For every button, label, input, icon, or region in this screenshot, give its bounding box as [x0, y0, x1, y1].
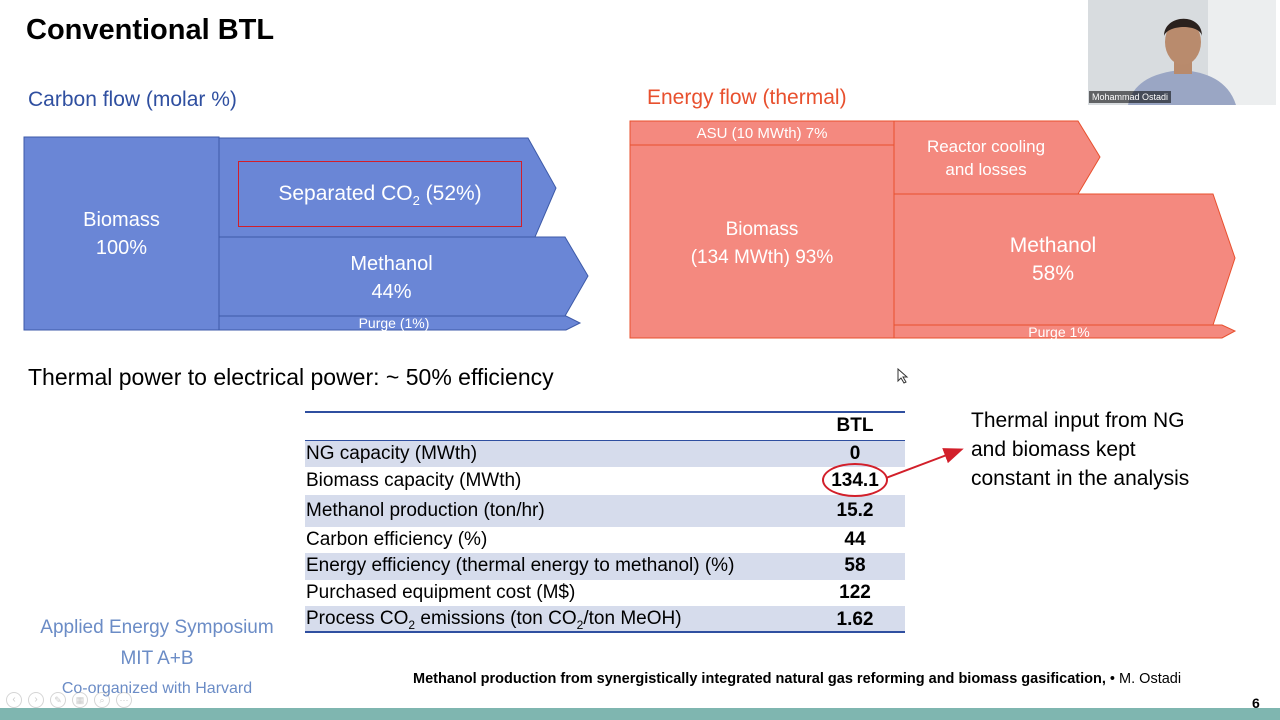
prev-slide-icon[interactable]: ‹ — [6, 692, 22, 708]
zoom-icon[interactable]: ⌕ — [94, 692, 110, 708]
more-options-icon[interactable]: ⋯ — [116, 692, 132, 708]
table-row-label: Carbon efficiency (%) — [306, 528, 488, 550]
footer-citation: Methanol production from synergistically… — [413, 671, 1182, 687]
table-row-value: 1.62 — [805, 606, 905, 634]
separated-co2-highlight-box — [238, 161, 522, 227]
table-row: Process CO2 emissions (ton CO2/ton MeOH)… — [305, 606, 905, 634]
biomass-capacity-highlight-ellipse — [822, 463, 888, 497]
next-slide-icon[interactable]: › — [28, 692, 44, 708]
table-bottom-rule — [305, 631, 905, 633]
table-row: Methanol production (ton/hr) 15.2 — [305, 494, 905, 527]
table-row-label: Methanol production (ton/hr) — [305, 494, 805, 527]
participant-video[interactable] — [1088, 0, 1276, 105]
table-row-label: Energy efficiency (thermal energy to met… — [305, 553, 805, 580]
energy-purge-label: Purge 1% — [1028, 324, 1090, 340]
symposium-host: MIT A+B — [120, 648, 194, 669]
table-column-header: BTL — [836, 414, 874, 436]
energy-biomass-label: Biomass (134 MWth) 93% — [690, 219, 834, 268]
participant-hair — [1164, 18, 1202, 36]
table-row-label: Purchased equipment cost (M$) — [306, 582, 576, 604]
participant-video-frame — [1088, 0, 1276, 105]
carbon-purge-label: Purge (1%) — [358, 315, 430, 331]
table-row-label: NG capacity (MWth) — [305, 440, 805, 467]
carbon-biomass-label: Biomass 100% — [83, 209, 160, 259]
energy-methanol-arrow — [893, 193, 1236, 326]
table-header-empty — [305, 412, 805, 440]
energy-methanol-label: Methanol 58% — [1009, 234, 1097, 285]
energy-reactor-arrow — [893, 120, 1101, 195]
mouse-cursor-icon — [897, 368, 909, 384]
table-row-label: Process CO2 emissions (ton CO2/ton MeOH) — [305, 606, 805, 634]
carbon-methanol-label: Methanol 44% — [350, 253, 433, 303]
table-row: NG capacity (MWth) 0 — [305, 440, 905, 467]
table-header-row: BTL — [305, 412, 905, 440]
participant-name-tag: Mohammad Ostadi — [1089, 91, 1172, 103]
energy-reactor-label: Reactor cooling and losses — [926, 137, 1046, 179]
energy-biomass-block — [629, 144, 895, 339]
table-row-value: 58 — [805, 553, 905, 580]
grid-view-icon[interactable]: ▦ — [72, 692, 88, 708]
carbon-flow-title: Carbon flow (molar %) — [28, 88, 237, 111]
energy-flow-diagram — [629, 120, 1237, 339]
bottom-progress-bar — [0, 708, 1280, 720]
table-row-value: 44 — [844, 528, 866, 550]
energy-flow-title: Energy flow (thermal) — [647, 86, 847, 109]
table-row: Biomass capacity (MWth) 134.1 — [305, 467, 905, 495]
carbon-biomass-block — [23, 136, 220, 331]
table-row: Purchased equipment cost (M$) 122 — [305, 580, 905, 607]
carbon-flow-diagram — [23, 136, 589, 331]
table-top-rule — [305, 411, 905, 413]
energy-purge-arrow — [893, 324, 1237, 339]
annotation-note: Thermal input from NG and biomass kept c… — [971, 409, 1190, 490]
energy-asu-label: ASU (10 MWth) 7% — [696, 125, 828, 142]
results-table: BTL NG capacity (MWth) 0 Biomass capacit… — [305, 412, 905, 634]
page-number: 6 — [1252, 695, 1260, 711]
table-row: Carbon efficiency (%) 44 — [305, 527, 905, 554]
table-row-value: 15.2 — [805, 494, 905, 527]
table-row: Energy efficiency (thermal energy to met… — [305, 553, 905, 580]
participant-face — [1165, 19, 1201, 65]
slideshow-controls[interactable]: ‹ › ✎ ▦ ⌕ ⋯ — [6, 692, 132, 708]
table-row-label: Biomass capacity (MWth) — [306, 469, 522, 491]
thermal-efficiency-note: Thermal power to electrical power: ~ 50%… — [28, 364, 554, 390]
carbon-separated-co2-label: Separated CO2 (52%) — [278, 182, 482, 209]
symposium-coorganizer: Co-organized with Harvard — [61, 680, 253, 697]
pen-icon[interactable]: ✎ — [50, 692, 66, 708]
slide-title: Conventional BTL — [26, 14, 275, 46]
symposium-name: Applied Energy Symposium — [40, 617, 274, 638]
table-row-value: 122 — [839, 582, 871, 604]
